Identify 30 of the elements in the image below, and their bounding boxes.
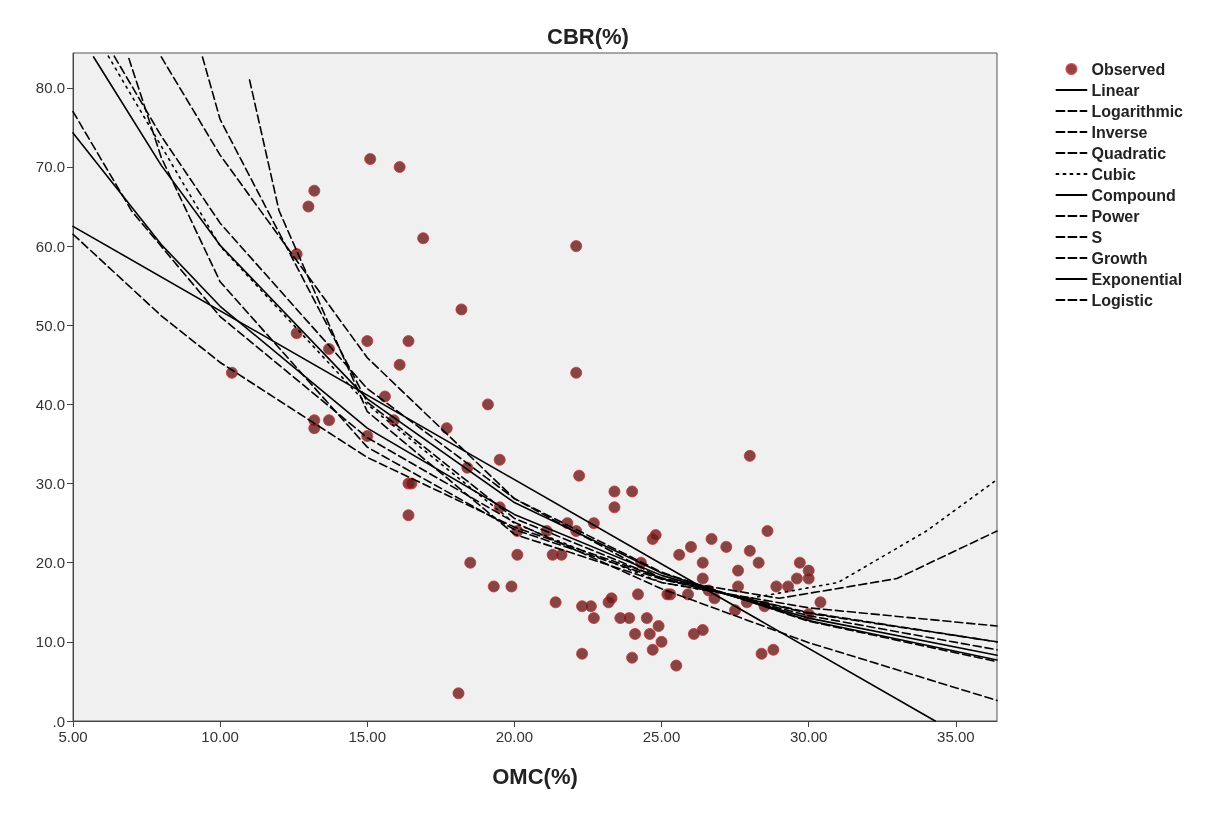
- legend-label: Logistic: [1091, 291, 1153, 309]
- x-axis-title: OMC(%): [492, 763, 578, 789]
- legend-label: Logarithmic: [1091, 102, 1184, 120]
- legend-label: S: [1091, 228, 1103, 246]
- x-tick-label: 25.00: [642, 728, 681, 745]
- legend-label: Quadratic: [1091, 144, 1167, 162]
- legend-label: Power: [1091, 207, 1140, 225]
- x-tick-label: 10.00: [201, 728, 239, 745]
- legend-label: Exponential: [1091, 270, 1183, 288]
- y-tick-label: 10.0: [35, 633, 65, 651]
- y-tick-label: 50.0: [35, 316, 65, 334]
- y-tick-label: 60.0: [35, 237, 65, 255]
- y-tick-label: .0: [52, 712, 65, 730]
- x-tick-label: 30.00: [789, 728, 828, 745]
- chart-title: CBR(%): [547, 23, 629, 49]
- y-tick-label: 80.0: [35, 79, 65, 97]
- y-tick-label: 70.0: [35, 158, 65, 176]
- y-tick-label: 30.0: [35, 475, 65, 493]
- x-tick-label: 35.00: [937, 728, 975, 745]
- x-tick-label: 20.00: [495, 728, 534, 745]
- legend-label: Compound: [1091, 186, 1176, 204]
- legend-label: Cubic: [1091, 165, 1136, 183]
- x-tick-label: 15.00: [348, 728, 387, 745]
- legend-label: Inverse: [1091, 123, 1148, 141]
- y-tick-label: 40.0: [35, 395, 65, 413]
- legend-label: Growth: [1091, 249, 1148, 267]
- legend-label: Observed: [1091, 60, 1166, 78]
- x-tick-label: 5.00: [58, 728, 88, 745]
- legend-label: Linear: [1091, 81, 1140, 99]
- y-tick-label: 20.0: [35, 554, 65, 572]
